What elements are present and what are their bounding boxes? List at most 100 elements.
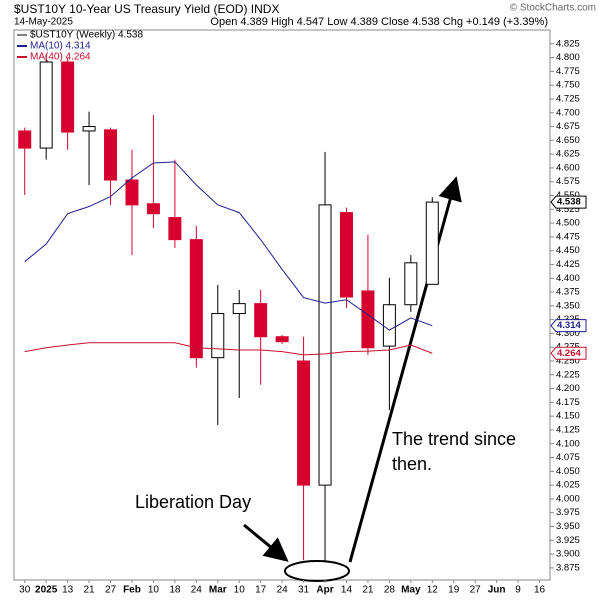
y-tick-label: 4.050 xyxy=(556,466,580,477)
plot-frame xyxy=(13,29,551,581)
candle-body xyxy=(382,304,396,347)
x-tick-label: Mar xyxy=(209,585,227,596)
x-tick-label: May xyxy=(401,585,421,596)
price-marker xyxy=(550,195,587,209)
candle-body xyxy=(189,239,203,359)
x-tick-label: 14 xyxy=(341,585,353,596)
candle-body xyxy=(404,262,418,306)
x-tick-label: 21 xyxy=(84,585,96,596)
y-tick-label: 4.200 xyxy=(556,383,580,394)
candle-body xyxy=(318,204,332,486)
annotation: Liberation Day xyxy=(135,492,251,512)
candle-body xyxy=(361,290,375,349)
y-tick-label: 3.950 xyxy=(556,521,580,532)
x-tick-label: 30 xyxy=(19,585,31,596)
candle-body xyxy=(168,217,182,241)
y-tick-label: 4.725 xyxy=(556,93,580,104)
y-tick-label: 4.000 xyxy=(556,493,580,504)
x-tick-label: 24 xyxy=(277,585,289,596)
candle-body xyxy=(211,313,225,359)
x-tick-label: 17 xyxy=(255,585,267,596)
y-tick-label: 4.300 xyxy=(556,328,580,339)
y-tick-label: 4.425 xyxy=(556,259,580,270)
price-marker xyxy=(550,319,587,333)
y-tick-label: 4.625 xyxy=(556,149,580,160)
y-tick-label: 4.750 xyxy=(556,80,580,91)
x-tick-label: 27 xyxy=(470,585,482,596)
source: © StockCharts.com xyxy=(510,3,596,14)
x-tick-label: 10 xyxy=(234,585,246,596)
y-tick-label: 4.225 xyxy=(556,369,580,380)
y-tick-label: 4.350 xyxy=(556,300,580,311)
price-marker-label: 4.314 xyxy=(557,320,581,331)
y-tick-label: 4.675 xyxy=(556,121,580,132)
y-tick-label: 3.875 xyxy=(556,562,580,573)
x-tick-label: 10 xyxy=(148,585,160,596)
y-tick-label: 4.375 xyxy=(556,287,580,298)
x-tick-label: 31 xyxy=(298,585,310,596)
candle-body xyxy=(339,212,353,298)
arrow xyxy=(243,523,289,562)
x-tick-label: 28 xyxy=(384,585,396,596)
y-tick-label: 4.025 xyxy=(556,480,580,491)
y-tick-label: 4.825 xyxy=(556,38,580,49)
y-tick-label: 4.575 xyxy=(556,176,580,187)
legend-label: MA(40) 4.264 xyxy=(30,52,91,63)
y-tick-label: 3.975 xyxy=(556,507,580,518)
y-tick-label: 4.700 xyxy=(556,107,580,118)
candle-body xyxy=(39,61,53,149)
x-tick-label: 21 xyxy=(362,585,374,596)
candle-body xyxy=(104,129,118,181)
y-tick-label: 4.600 xyxy=(556,162,580,173)
x-tick-label: Feb xyxy=(123,585,141,596)
x-tick-label: Jun xyxy=(488,585,506,596)
annotation: The trend since xyxy=(392,429,516,449)
x-tick-label: 24 xyxy=(191,585,203,596)
y-tick-label: 4.500 xyxy=(556,218,580,229)
y-tick-label: 4.525 xyxy=(556,204,580,215)
y-tick-label: 4.250 xyxy=(556,356,580,367)
legend-label: $UST10Y (Weekly) 4.538 xyxy=(30,30,143,41)
x-tick-label: 27 xyxy=(105,585,117,596)
y-tick-label: 4.125 xyxy=(556,424,580,435)
y-tick-label: 4.475 xyxy=(556,231,580,242)
candle-body xyxy=(125,179,139,206)
y-tick-label: 4.550 xyxy=(556,190,580,201)
price-marker xyxy=(550,346,587,360)
x-tick-label: Apr xyxy=(316,585,333,596)
y-tick-label: 3.925 xyxy=(556,535,580,546)
candle-body xyxy=(61,61,75,133)
candle-body xyxy=(275,336,289,343)
price-marker-label: 4.538 xyxy=(557,197,581,208)
x-tick-label: 9 xyxy=(515,585,521,596)
candle-body xyxy=(297,360,311,486)
y-tick-label: 4.800 xyxy=(556,52,580,63)
x-tick-label: 13 xyxy=(62,585,74,596)
arrow xyxy=(348,176,462,563)
y-tick-label: 4.400 xyxy=(556,273,580,284)
y-tick-label: 3.900 xyxy=(556,549,580,560)
y-tick-label: 4.775 xyxy=(556,66,580,77)
chart-title: $UST10Y 10-Year US Treasury Yield (EOD) … xyxy=(14,2,279,16)
ma-line xyxy=(24,161,433,331)
ma-line xyxy=(24,342,433,356)
legend-label: MA(10) 4.314 xyxy=(30,41,91,52)
y-tick-label: 4.100 xyxy=(556,438,580,449)
y-tick-label: 4.075 xyxy=(556,452,580,463)
candle-body xyxy=(232,303,246,315)
x-tick-label: 16 xyxy=(534,585,546,596)
x-tick-label: 19 xyxy=(448,585,460,596)
candle-body xyxy=(254,303,268,338)
y-tick-label: 4.175 xyxy=(556,397,580,408)
candle-body xyxy=(146,203,160,215)
x-tick-label: 12 xyxy=(427,585,439,596)
candle-body xyxy=(425,201,439,285)
y-tick-label: 4.150 xyxy=(556,411,580,422)
y-tick-label: 4.450 xyxy=(556,245,580,256)
x-tick-label: 2025 xyxy=(35,585,58,596)
candle-body xyxy=(18,130,32,149)
highlight-ellipse xyxy=(284,560,350,582)
annotation: then. xyxy=(392,454,432,474)
price-marker-label: 4.264 xyxy=(557,348,581,359)
